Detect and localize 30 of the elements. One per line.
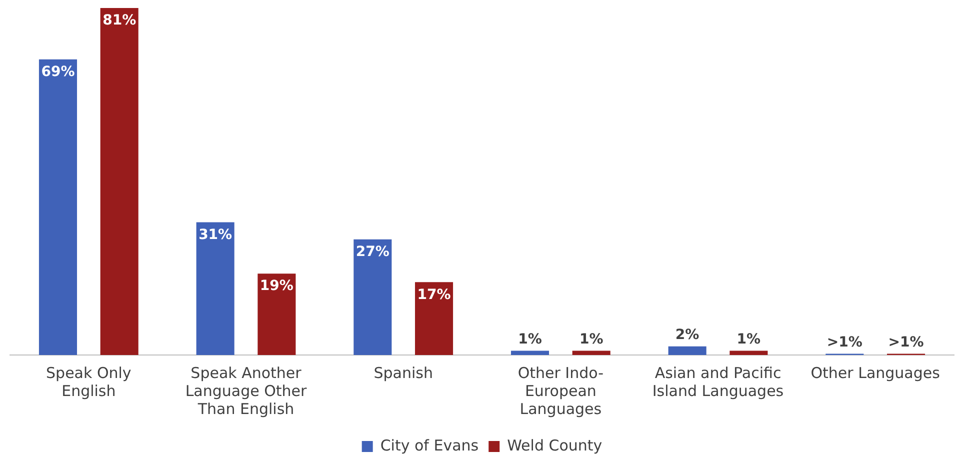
x-tick-label: Other Languages bbox=[810, 364, 940, 382]
x-tick-label: Spanish bbox=[374, 364, 433, 382]
data-label: 1% bbox=[518, 331, 542, 348]
bar bbox=[100, 8, 138, 355]
bar bbox=[38, 59, 78, 355]
data-label: 31% bbox=[198, 226, 232, 243]
legend-label: City of Evans bbox=[380, 436, 479, 454]
bar bbox=[510, 350, 550, 355]
bar bbox=[196, 222, 234, 355]
x-tick-label: Other Indo-European Languages bbox=[518, 364, 604, 418]
bar bbox=[354, 239, 392, 355]
legend-label: Weld County bbox=[507, 436, 602, 454]
bar bbox=[668, 346, 706, 355]
data-label: 19% bbox=[260, 278, 294, 294]
x-tick-label: Asian and Pacific Island Languages bbox=[652, 364, 784, 400]
data-label: 81% bbox=[102, 12, 136, 29]
data-label: 2% bbox=[675, 327, 700, 344]
data-label: 69% bbox=[41, 64, 75, 80]
x-tick-label: Speak Another Language Other Than English bbox=[185, 364, 308, 418]
data-label: 1% bbox=[736, 331, 761, 348]
data-label: 17% bbox=[417, 286, 451, 303]
x-tick-label: Speak Only English bbox=[46, 364, 132, 400]
data-label: 1% bbox=[579, 331, 604, 348]
bar bbox=[414, 282, 454, 355]
bar bbox=[572, 350, 610, 355]
bar bbox=[730, 350, 768, 355]
bar bbox=[258, 274, 296, 355]
data-label: >1% bbox=[888, 334, 924, 350]
data-label: >1% bbox=[826, 334, 862, 350]
data-label: 27% bbox=[356, 244, 390, 260]
